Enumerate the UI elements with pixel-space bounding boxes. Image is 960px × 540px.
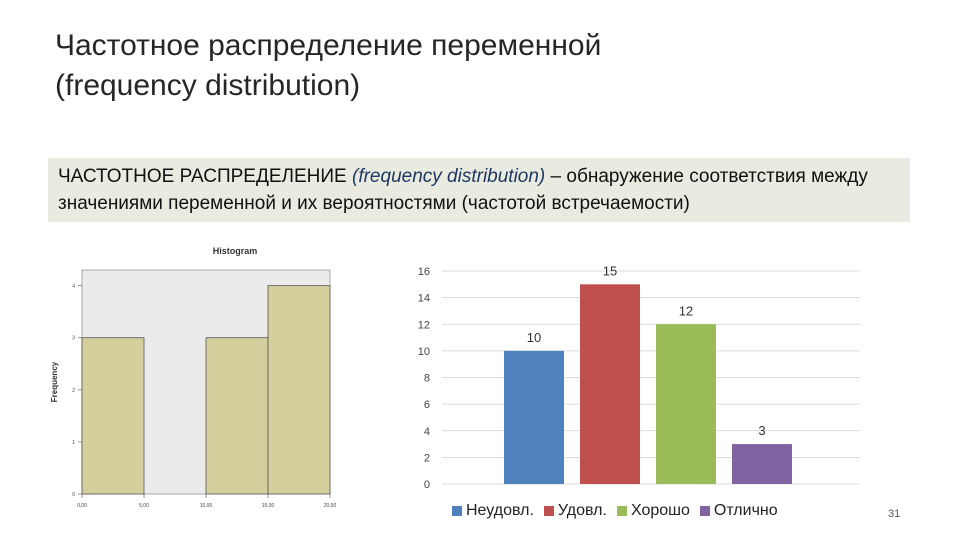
- legend-label: Неудовл.: [466, 502, 534, 519]
- legend-item: Неудовл.: [452, 502, 534, 520]
- histogram-y-tick-label: 4: [72, 284, 75, 290]
- histogram-y-label: Frequency: [50, 361, 59, 402]
- slide-title-line2: (frequency distribution): [55, 69, 361, 102]
- histogram-bar: [267, 285, 331, 495]
- histogram-bar: [205, 337, 269, 495]
- histogram-y-tick-label: 1: [72, 440, 75, 446]
- bar-y-tick-label: 10: [418, 346, 430, 358]
- definition-box: ЧАСТОТНОЕ РАСПРЕДЕЛЕНИЕ (frequency distr…: [48, 158, 910, 222]
- bar-3: [656, 324, 716, 484]
- histogram-y-tick-label: 2: [72, 388, 75, 394]
- histogram-x-tick-label: 5,00: [139, 503, 149, 509]
- definition-term-en: (frequency distribution): [352, 166, 546, 187]
- bar-data-label: 15: [603, 263, 617, 278]
- bar-1: [504, 350, 564, 484]
- histogram-x-tick-label: 20,00: [324, 503, 337, 509]
- legend-swatch: [543, 506, 554, 516]
- grades-bar-chart: 0 2 4 6 8 10 12 14 16 10 15 12 3: [400, 256, 880, 526]
- legend-label: Отлично: [713, 502, 778, 519]
- chart-legend: Неудовл. Удовл. Хорошо Отлично: [452, 502, 778, 520]
- bar-y-tick-label: 2: [424, 452, 430, 464]
- legend-label: Хорошо: [630, 502, 690, 519]
- definition-text: – обнаружение соответствия между значени…: [58, 166, 868, 214]
- legend-label: Удовл.: [557, 502, 607, 519]
- legend-item: Удовл.: [543, 502, 607, 520]
- slide-title-line1: Частотное распределение переменной: [55, 29, 602, 62]
- page-number: 31: [888, 508, 901, 520]
- definition-term: ЧАСТОТНОЕ РАСПРЕДЕЛЕНИЕ: [58, 166, 347, 187]
- legend-swatch: [699, 506, 710, 516]
- histogram-bar: [81, 337, 145, 495]
- bar-data-label: 12: [679, 303, 693, 318]
- bar-y-tick-label: 6: [424, 399, 430, 411]
- bar-data-label: 3: [758, 423, 765, 438]
- histogram-x-tick-label: 0,00: [77, 503, 87, 509]
- bar-y-tick-label: 16: [418, 266, 430, 278]
- bar-data-label: 10: [527, 330, 541, 345]
- bar-y-tick-label: 0: [424, 479, 430, 491]
- bar-y-tick-label: 4: [424, 426, 430, 438]
- histogram-y-tick-label: 0: [72, 492, 75, 498]
- legend-item: Отлично: [699, 502, 778, 520]
- bar-y-tick-label: 8: [424, 373, 430, 385]
- histogram-x-tick-label: 15,00: [262, 503, 275, 509]
- histogram-title: Histogram: [213, 246, 258, 256]
- legend-swatch: [616, 506, 627, 516]
- histogram-svg: Histogram 0 1 2 3 4 0,00 5,00 10,00 15,00 20,00 Fre…: [50, 246, 382, 509]
- grades-bar-svg: 0 2 4 6 8 10 12 14 16 10 15 12 3: [418, 263, 860, 491]
- bar-y-tick-label: 12: [418, 319, 430, 331]
- histogram-chart: Histogram 0 1 2 3 4 0,00 5,00 10,00 15,00 20,00 Fre…: [40, 240, 382, 520]
- histogram-x-tick-label: 10,00: [200, 503, 213, 509]
- bar-y-tick-label: 14: [418, 293, 430, 305]
- histogram-y-tick-label: 3: [72, 336, 75, 342]
- legend-swatch: [452, 506, 462, 516]
- legend-item: Хорошо: [616, 502, 690, 520]
- bar-4: [732, 444, 792, 484]
- bar-2: [580, 284, 640, 484]
- slide-title: Частотное распределение переменной (freq…: [55, 26, 915, 106]
